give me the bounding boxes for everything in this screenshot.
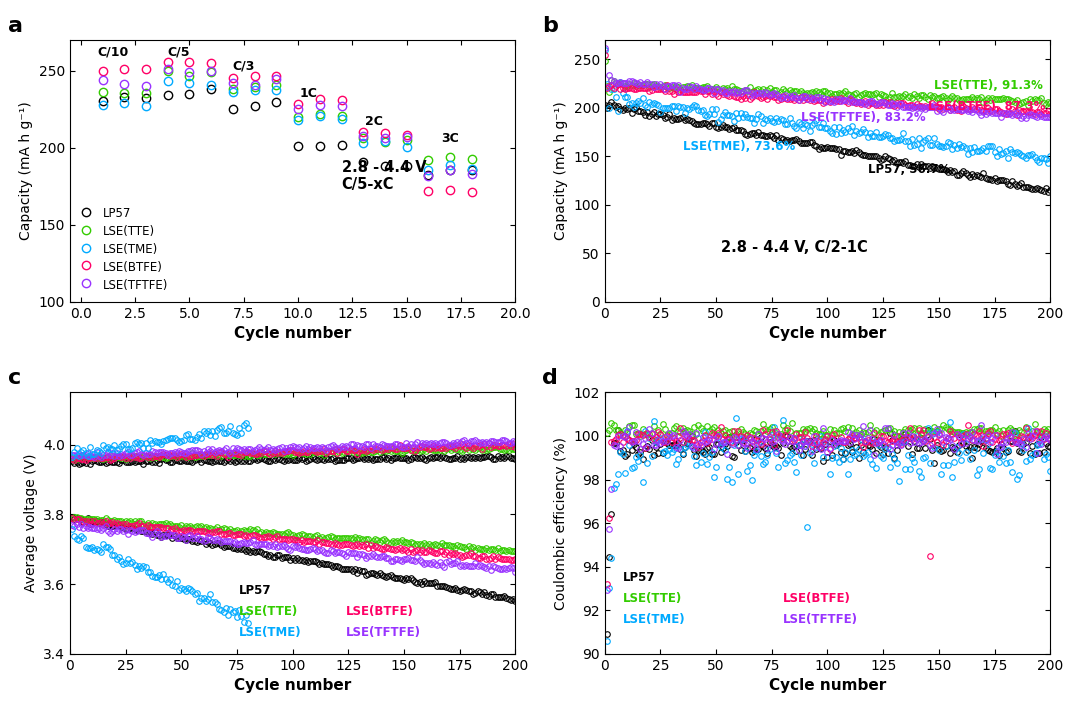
Text: 2C: 2C [365,115,383,128]
Legend: LP57, LSE(TTE), LSE(TME), LSE(BTFE), LSE(TFTFE): LP57, LSE(TTE), LSE(TME), LSE(BTFE), LSE… [76,202,172,296]
Text: LSE(BTFE): LSE(BTFE) [783,591,851,605]
Text: LSE(TTE), 91.3%: LSE(TTE), 91.3% [934,79,1043,92]
Text: b: b [542,16,558,36]
Text: LP57: LP57 [622,571,656,584]
Text: C/5: C/5 [167,45,190,59]
Text: LSE(BTFE), 87.3%: LSE(BTFE), 87.3% [928,100,1045,113]
Text: 2.8 - 4.4 V, C/2-1C: 2.8 - 4.4 V, C/2-1C [720,240,867,255]
Y-axis label: Capacity (mA h g⁻¹): Capacity (mA h g⁻¹) [554,102,568,240]
Text: LSE(BTFE): LSE(BTFE) [346,605,414,618]
X-axis label: Cycle number: Cycle number [769,678,886,694]
Y-axis label: Capacity (mA h g⁻¹): Capacity (mA h g⁻¹) [19,102,33,240]
Text: LSE(TTE): LSE(TTE) [622,591,681,605]
Text: a: a [8,16,23,36]
Text: LP57, 56.7%: LP57, 56.7% [867,163,949,176]
Text: LSE(TFTFE), 83.2%: LSE(TFTFE), 83.2% [800,111,926,124]
Text: c: c [8,368,21,388]
Text: C/3: C/3 [232,60,255,72]
Text: d: d [542,368,558,388]
Text: C/10: C/10 [98,45,129,59]
Text: LSE(TFTFE): LSE(TFTFE) [346,626,421,638]
X-axis label: Cycle number: Cycle number [234,326,351,341]
Y-axis label: Coulombic efficiency (%): Coulombic efficiency (%) [554,437,568,610]
Y-axis label: Average voltage (V): Average voltage (V) [24,454,38,592]
Text: LSE(TME): LSE(TME) [622,613,685,626]
Text: LP57: LP57 [239,584,272,596]
Text: LSE(TFTFE): LSE(TFTFE) [783,613,858,626]
X-axis label: Cycle number: Cycle number [769,326,886,341]
Text: 3C: 3C [442,132,459,145]
Text: LSE(TME): LSE(TME) [239,626,301,638]
Text: LSE(TME), 73.6%: LSE(TME), 73.6% [683,140,795,153]
Text: LSE(TTE): LSE(TTE) [239,605,298,618]
Text: 1C: 1C [300,87,318,100]
X-axis label: Cycle number: Cycle number [234,678,351,694]
Text: 2.8 - 4.4 V
C/5-xC: 2.8 - 4.4 V C/5-xC [341,160,427,192]
